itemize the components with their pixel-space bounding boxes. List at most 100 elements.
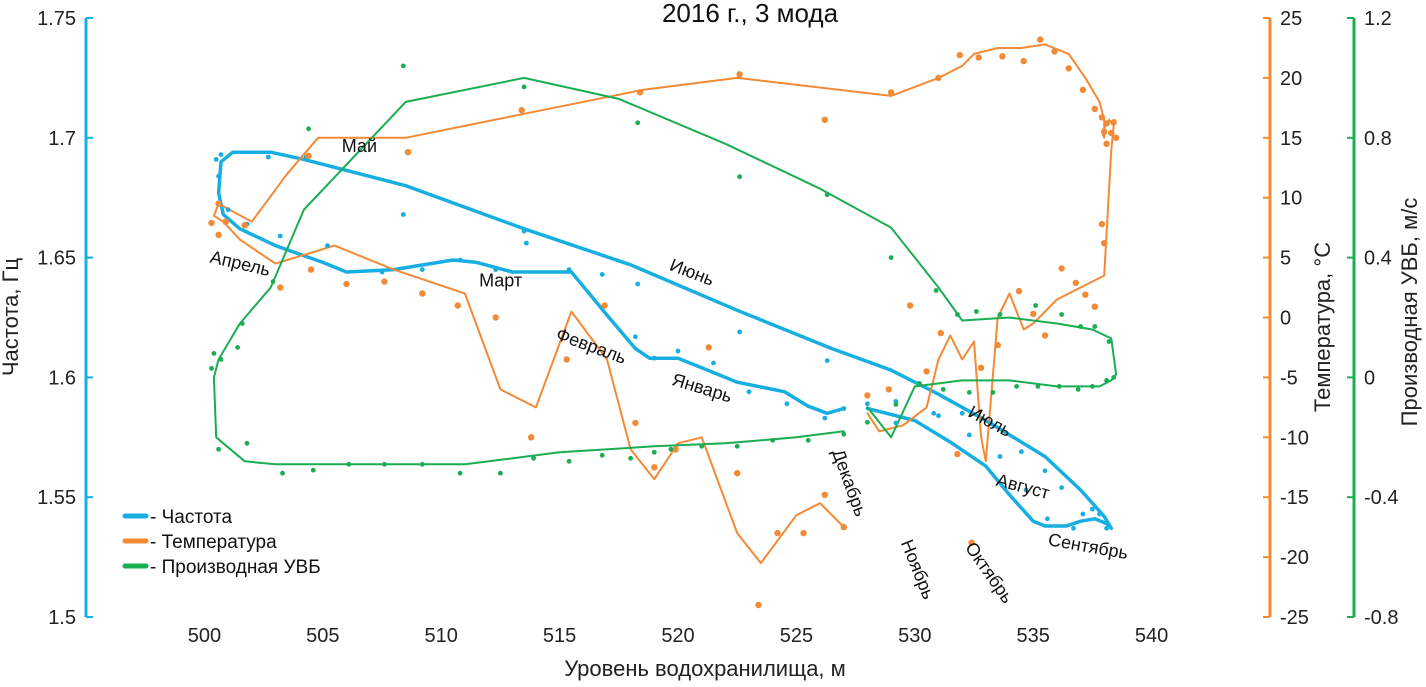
- data-point-deriv: [382, 461, 387, 467]
- data-point-temp: [307, 266, 315, 273]
- legend-label: - Частота: [150, 507, 232, 528]
- data-point-temp: [1015, 287, 1023, 295]
- y-tick-label-temp: 0: [1280, 308, 1291, 330]
- y-tick-label-freq: 1.7: [48, 128, 76, 150]
- data-point-freq: [1019, 449, 1024, 455]
- data-point-deriv: [933, 288, 939, 293]
- y-tick-label-freq: 1.5: [48, 607, 76, 629]
- data-point-freq: [1023, 487, 1029, 493]
- y-tick-label-temp: 10: [1280, 188, 1302, 210]
- data-point-temp: [923, 368, 930, 375]
- data-point-freq: [566, 267, 572, 272]
- month-label: Сентябрь: [1047, 529, 1130, 563]
- data-point-deriv: [888, 255, 894, 260]
- y-axis-title-derivative: Производная УВБ, м/с: [1397, 198, 1422, 427]
- data-point-freq: [1090, 506, 1095, 512]
- data-point-deriv: [239, 321, 245, 326]
- data-point-deriv: [1035, 384, 1041, 389]
- y-tick-label-deriv: 1.2: [1364, 8, 1392, 30]
- y-axis-title-temperature: Температура, °С: [1310, 242, 1335, 412]
- data-point-deriv: [1059, 312, 1064, 317]
- data-point-deriv: [997, 312, 1003, 317]
- x-tick-label: 525: [780, 625, 813, 647]
- data-point-temp: [518, 107, 525, 114]
- x-tick-label: 515: [543, 625, 576, 647]
- data-point-deriv: [270, 279, 276, 284]
- data-point-deriv: [209, 366, 214, 371]
- data-point-temp: [215, 200, 222, 207]
- data-point-freq: [865, 401, 870, 407]
- data-point-freq: [216, 173, 222, 179]
- data-point-temp: [975, 54, 982, 61]
- data-point-temp: [956, 51, 963, 59]
- data-point-deriv: [955, 312, 960, 317]
- y-tick-label-temp: -5: [1280, 367, 1298, 389]
- data-point-temp: [1091, 105, 1099, 113]
- data-point-freq: [379, 269, 385, 275]
- data-point-temp: [954, 450, 961, 458]
- y-tick-label-deriv: -0.4: [1364, 487, 1398, 509]
- data-point-deriv: [244, 440, 250, 446]
- data-point-temp: [935, 74, 942, 82]
- data-point-deriv: [531, 455, 536, 461]
- data-point-freq: [841, 406, 847, 411]
- data-point-freq: [1071, 525, 1076, 531]
- data-point-temp: [563, 356, 570, 363]
- data-point-temp: [208, 219, 215, 227]
- data-point-deriv: [990, 390, 996, 395]
- data-point-temp: [419, 290, 426, 297]
- data-point-freq: [824, 358, 830, 363]
- data-point-deriv: [306, 126, 311, 132]
- month-label: Май: [342, 136, 377, 156]
- data-point-temp: [994, 341, 1001, 349]
- data-point-deriv: [805, 437, 811, 443]
- month-label: Апрель: [208, 247, 272, 280]
- legend: - Частота - Температура - Производная УВБ: [122, 507, 321, 578]
- y-tick-label-deriv: 0: [1364, 367, 1375, 389]
- month-label: Ноябрь: [897, 537, 939, 602]
- data-point-freq: [997, 454, 1003, 459]
- data-point-temp: [1108, 129, 1115, 137]
- y-tick-label-temp: -10: [1280, 427, 1309, 449]
- data-point-deriv: [400, 63, 406, 69]
- data-point-deriv: [940, 387, 946, 392]
- data-point-deriv: [893, 402, 899, 407]
- data-point-temp: [840, 523, 847, 531]
- x-tick-label: 520: [661, 625, 694, 647]
- data-point-deriv: [770, 437, 776, 443]
- data-point-deriv: [1111, 375, 1117, 380]
- x-tick-label: 530: [898, 625, 931, 647]
- data-point-temp: [1020, 57, 1027, 65]
- y-tick-label-temp: 25: [1280, 8, 1302, 30]
- data-point-deriv: [1033, 303, 1038, 308]
- points-layer: [208, 36, 1120, 609]
- data-point-freq: [213, 157, 219, 162]
- data-point-deriv: [1104, 378, 1109, 383]
- chart-title: 2016 г., 3 мода: [662, 0, 839, 28]
- data-point-temp: [222, 218, 229, 225]
- data-point-temp: [305, 152, 312, 159]
- data-point-freq: [1080, 511, 1086, 517]
- data-point-freq: [675, 348, 681, 354]
- data-point-freq: [1042, 468, 1048, 474]
- data-point-temp: [1082, 291, 1089, 298]
- data-point-freq: [493, 267, 499, 272]
- data-point-freq: [1059, 485, 1064, 490]
- data-point-deriv: [824, 192, 830, 198]
- data-point-temp: [454, 302, 461, 309]
- data-point-freq: [1097, 511, 1102, 517]
- y-tick-label-temp: 5: [1280, 248, 1291, 270]
- data-point-freq: [524, 240, 529, 246]
- data-point-deriv: [651, 449, 657, 455]
- data-point-temp: [734, 470, 741, 477]
- data-point-temp: [1098, 220, 1106, 228]
- x-tick-label: 510: [425, 625, 458, 647]
- x-tick-label: 540: [1135, 625, 1168, 647]
- data-point-temp: [636, 89, 644, 96]
- data-point-freq: [521, 228, 527, 234]
- data-point-freq: [633, 334, 638, 340]
- data-point-deriv: [699, 443, 705, 449]
- data-point-temp: [800, 529, 807, 537]
- data-point-freq: [931, 410, 937, 416]
